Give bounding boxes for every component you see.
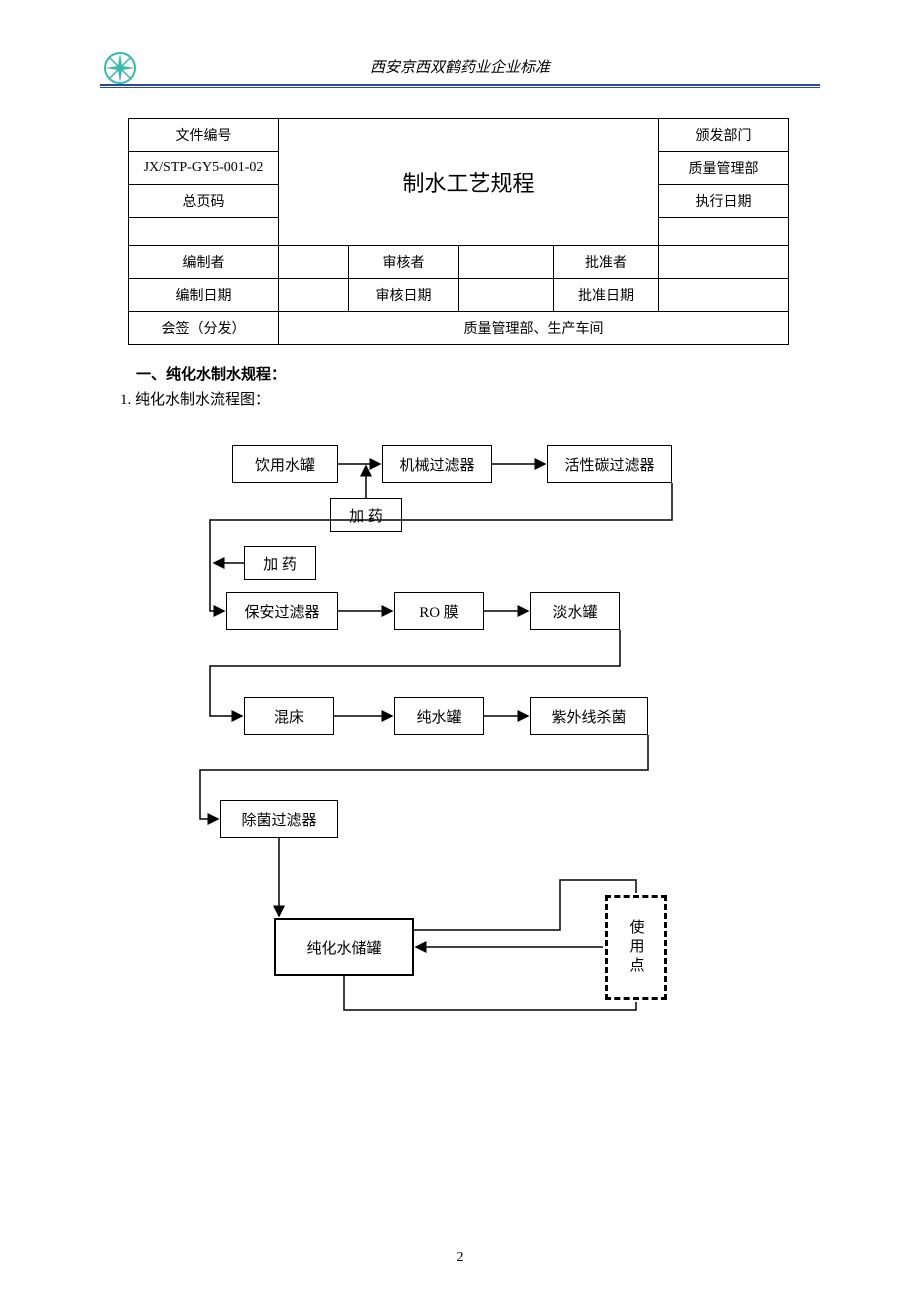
node-mech-filter: 机械过滤器 [382,445,492,483]
node-fresh-tank: 淡水罐 [530,592,620,630]
node-dosing-1: 加 药 [330,498,402,532]
node-usage-point: 使用点 [605,895,667,1000]
node-dosing-2: 加 药 [244,546,316,580]
node-sterile-filter: 除菌过滤器 [220,800,338,838]
node-drinking-tank: 饮用水罐 [232,445,338,483]
node-ro: RO 膜 [394,592,484,630]
node-carbon-filter: 活性碳过滤器 [547,445,672,483]
page-number: 2 [0,1250,920,1266]
flowchart: 饮用水罐 机械过滤器 活性碳过滤器 加 药 加 药 保安过滤器 RO 膜 淡水罐… [0,0,920,1302]
node-security-filter: 保安过滤器 [226,592,338,630]
flow-connectors [0,0,920,1302]
node-purified-storage: 纯化水储罐 [274,918,414,976]
node-mixed-bed: 混床 [244,697,334,735]
node-pure-tank: 纯水罐 [394,697,484,735]
node-uv: 紫外线杀菌 [530,697,648,735]
